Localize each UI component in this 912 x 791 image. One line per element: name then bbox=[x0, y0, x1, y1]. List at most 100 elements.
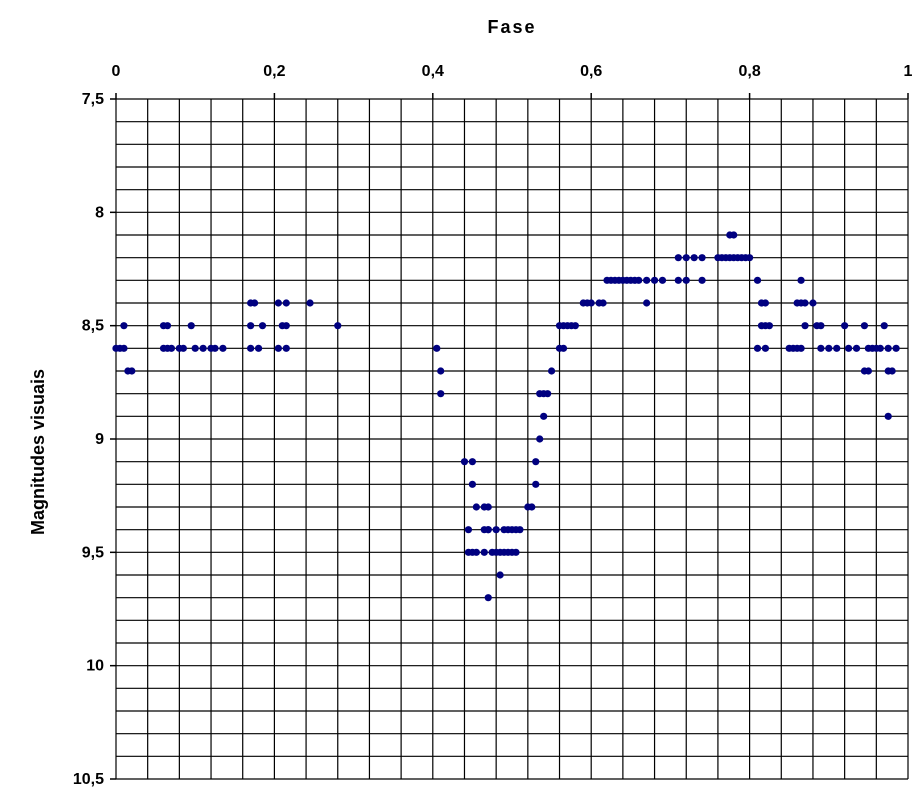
data-point bbox=[247, 322, 255, 330]
x-tick-label: 0,8 bbox=[738, 63, 760, 80]
data-point bbox=[187, 322, 195, 330]
data-point bbox=[472, 503, 480, 511]
data-point bbox=[460, 458, 469, 466]
data-point bbox=[528, 503, 536, 511]
data-point bbox=[650, 276, 659, 284]
data-point bbox=[254, 344, 263, 352]
data-point bbox=[282, 344, 290, 352]
data-point bbox=[690, 254, 698, 262]
data-point bbox=[753, 344, 762, 352]
data-point bbox=[179, 344, 187, 352]
data-point bbox=[211, 344, 219, 352]
data-point bbox=[698, 276, 706, 284]
data-point bbox=[817, 344, 825, 352]
data-point bbox=[658, 276, 667, 284]
data-point bbox=[468, 458, 476, 466]
data-point bbox=[536, 435, 544, 443]
data-point bbox=[797, 276, 805, 284]
data-point bbox=[599, 299, 607, 307]
data-point bbox=[682, 276, 690, 284]
data-point bbox=[801, 322, 809, 330]
data-point bbox=[484, 526, 492, 534]
data-point bbox=[864, 367, 873, 375]
data-point bbox=[571, 322, 579, 330]
data-point bbox=[548, 367, 556, 375]
data-point bbox=[801, 299, 809, 307]
data-point bbox=[888, 367, 896, 375]
data-point bbox=[512, 548, 520, 556]
data-point bbox=[219, 344, 227, 352]
data-point bbox=[880, 322, 888, 330]
data-point bbox=[635, 276, 643, 284]
plot-grid bbox=[110, 93, 909, 780]
data-point bbox=[559, 344, 568, 352]
data-point bbox=[765, 322, 774, 330]
x-tick-label: 0,4 bbox=[422, 63, 444, 80]
data-point bbox=[532, 458, 540, 466]
data-point bbox=[643, 276, 651, 284]
data-point bbox=[643, 299, 651, 307]
data-point bbox=[306, 299, 314, 307]
y-tick-label: 9,5 bbox=[82, 544, 104, 561]
y-tick-label: 9 bbox=[95, 431, 104, 448]
data-point bbox=[841, 322, 849, 330]
data-point bbox=[484, 503, 492, 511]
data-point bbox=[761, 344, 770, 352]
data-point bbox=[876, 344, 884, 352]
data-point bbox=[167, 344, 176, 352]
data-point bbox=[472, 548, 480, 556]
data-point bbox=[817, 322, 825, 330]
data-point bbox=[468, 480, 476, 488]
data-point bbox=[674, 254, 682, 262]
data-point bbox=[282, 299, 290, 307]
data-point bbox=[247, 344, 255, 352]
data-point bbox=[698, 254, 706, 262]
data-point bbox=[251, 299, 259, 307]
data-point bbox=[274, 299, 282, 307]
data-point bbox=[282, 322, 290, 330]
data-point bbox=[540, 412, 548, 420]
data-point bbox=[437, 367, 445, 375]
data-point bbox=[753, 276, 762, 284]
data-point bbox=[797, 344, 805, 352]
data-point bbox=[163, 322, 172, 330]
data-point bbox=[825, 344, 833, 352]
data-point bbox=[587, 299, 595, 307]
x-tick-label: 0 bbox=[112, 63, 121, 80]
data-point bbox=[809, 299, 817, 307]
data-point bbox=[464, 526, 473, 534]
y-axis-title: Magnitudes visuais bbox=[28, 369, 48, 535]
data-point bbox=[674, 276, 682, 284]
data-point bbox=[532, 480, 540, 488]
y-tick-label: 10,5 bbox=[73, 771, 104, 788]
data-point bbox=[845, 344, 853, 352]
y-tick-label: 8,5 bbox=[82, 318, 104, 335]
data-point bbox=[484, 594, 492, 602]
data-point bbox=[120, 344, 128, 352]
data-point bbox=[892, 344, 900, 352]
data-point bbox=[437, 390, 445, 398]
data-point bbox=[258, 322, 267, 330]
data-point bbox=[833, 344, 841, 352]
data-point bbox=[191, 344, 199, 352]
data-point bbox=[516, 526, 524, 534]
data-point bbox=[480, 548, 488, 556]
y-tick-label: 7,5 bbox=[82, 91, 104, 108]
data-point bbox=[128, 367, 136, 375]
data-point bbox=[682, 254, 690, 262]
data-point bbox=[492, 526, 500, 534]
data-point bbox=[730, 231, 738, 239]
data-point bbox=[761, 299, 770, 307]
x-tick-labels: 0 0,2 0,4 0,6 0,8 1 bbox=[112, 63, 912, 80]
data-point bbox=[860, 322, 869, 330]
data-points bbox=[112, 231, 900, 602]
x-tick-label: 0,6 bbox=[580, 63, 602, 80]
data-point bbox=[884, 344, 892, 352]
data-point bbox=[433, 344, 441, 352]
x-tick-label: 1 bbox=[904, 63, 912, 80]
y-tick-label: 8 bbox=[95, 204, 104, 221]
y-tick-labels: 7,5 8 8,5 9 9,5 10 10,5 bbox=[73, 91, 104, 788]
data-point bbox=[884, 412, 892, 420]
data-point bbox=[746, 254, 754, 262]
